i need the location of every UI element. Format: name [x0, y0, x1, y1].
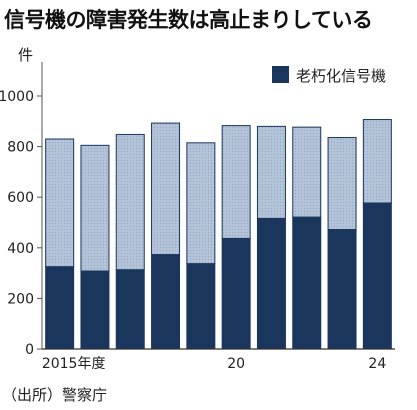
y-axis: 0 200 400 600 800 1000: [0, 62, 43, 358]
bar-segment-other: [362, 119, 392, 204]
y-tick-label: 800: [7, 140, 34, 156]
bar-segment-old-signals: [80, 270, 110, 350]
bar-segment-old-signals: [256, 217, 286, 350]
source-note: （出所）警察庁: [2, 386, 108, 404]
x-axis: 2015年度 20 24: [42, 348, 395, 372]
bar-segment-other: [115, 133, 145, 271]
bar-segment-old-signals: [186, 263, 216, 350]
bars: [45, 119, 392, 350]
x-tick-label: 20: [227, 356, 245, 372]
bar-segment-old-signals: [221, 237, 251, 350]
bar-segment-other: [327, 136, 357, 231]
bar-segment-other: [221, 125, 251, 239]
y-tick-label: 200: [7, 291, 34, 307]
x-tick-label: 2015年度: [42, 356, 106, 372]
y-tick-label: 0: [25, 342, 34, 358]
bar-segment-old-signals: [292, 216, 322, 350]
bar-segment-old-signals: [45, 266, 75, 350]
y-tick-label: 400: [7, 241, 34, 257]
bar-segment-other: [151, 122, 181, 256]
bar-segment-other: [80, 144, 110, 272]
bar-segment-other: [256, 125, 286, 219]
bar-segment-old-signals: [362, 202, 392, 350]
bar-segment-other: [45, 138, 75, 268]
y-tick-label: 1000: [0, 89, 34, 105]
legend-swatch: [272, 66, 289, 83]
x-tick-label: 24: [368, 356, 386, 372]
bar-segment-old-signals: [327, 229, 357, 350]
bar-segment-old-signals: [115, 269, 145, 350]
bar-segment-other: [292, 126, 322, 218]
legend: 老朽化信号機: [272, 66, 386, 85]
legend-label-old-signals: 老朽化信号機: [296, 67, 386, 85]
bar-segment-other: [186, 142, 216, 265]
bar-segment-old-signals: [151, 254, 181, 350]
chart-title: 信号機の障害発生数は高止まりしている: [4, 8, 373, 32]
y-axis-unit: 件: [18, 46, 34, 64]
y-tick-label: 600: [7, 190, 34, 206]
